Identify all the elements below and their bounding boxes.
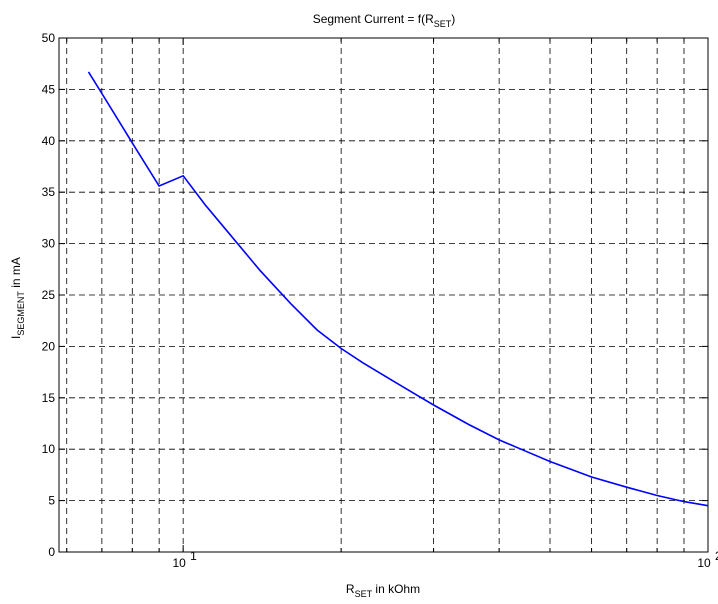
y-tick-label: 10 xyxy=(42,442,56,456)
chart-title-subscript: SET xyxy=(434,19,452,29)
y-axis-label: ISEGMENT in mA xyxy=(9,257,26,339)
x-axis-label: RSET in kOhm xyxy=(346,582,420,599)
x-tick-label-exponent: 2 xyxy=(715,549,718,563)
x-tick-label-exponent: 1 xyxy=(190,549,197,563)
y-tick-label: 40 xyxy=(42,134,56,148)
y-tick-label: 5 xyxy=(48,494,55,508)
y-tick-label: 30 xyxy=(42,237,56,251)
y-tick-label: 35 xyxy=(42,185,56,199)
chart-title: Segment Current = f(RSET) xyxy=(313,12,456,29)
y-tick-label: 45 xyxy=(42,82,56,96)
series-line xyxy=(87,71,709,507)
y-axis-label-subscript: SEGMENT xyxy=(16,291,26,336)
y-axis-ticks: 0 5 10 15 20 25 30 35 40 45 50 xyxy=(42,31,708,559)
y-tick-label: 25 xyxy=(42,288,56,302)
y-tick-label: 20 xyxy=(42,339,56,353)
grid xyxy=(59,38,708,552)
x-tick-label: 10 xyxy=(172,556,186,570)
y-tick-label: 0 xyxy=(48,545,55,559)
x-axis-label-subscript: SET xyxy=(355,589,373,599)
y-tick-label: 15 xyxy=(42,391,56,405)
y-tick-label: 50 xyxy=(42,31,56,45)
x-tick-label: 10 xyxy=(697,556,711,570)
plot-area-frame xyxy=(58,37,709,553)
